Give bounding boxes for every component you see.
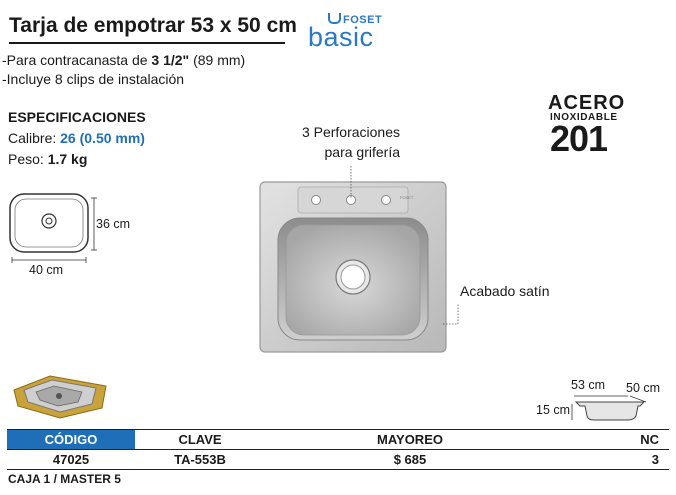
calibre-value: 26 (0.50 mm) [60, 130, 145, 146]
material-acero: ACERO [548, 92, 626, 114]
faucet-hole-center [346, 195, 356, 205]
bullet-clips: -Incluye 8 clips de instalación [2, 71, 185, 87]
title-divider [9, 42, 285, 44]
material-grade: 201 [550, 118, 608, 159]
bullet-suffix: (89 mm) [189, 52, 246, 68]
col-clave-header: CLAVE [135, 429, 265, 450]
cell-codigo: 47025 [7, 449, 135, 470]
peso-value: 1.7 kg [47, 151, 88, 167]
col-codigo-header: CÓDIGO [7, 429, 135, 450]
side-top-label: 53 cm [571, 378, 606, 392]
bullet-bold: 3 1/2" [151, 52, 190, 68]
side-dimension-diagram [571, 395, 647, 421]
side-left-label: 15 cm [536, 403, 571, 417]
callout-acabado: Acabado satín [460, 283, 550, 299]
small-sink-diagram [9, 193, 97, 263]
small-height-label: 36 cm [96, 217, 131, 231]
sink-main-image: FOSET [259, 181, 447, 353]
col-nc-header: NC [555, 429, 669, 450]
spec-calibre: Calibre: 26 (0.50 mm) [8, 130, 145, 146]
side-right-label: 50 cm [626, 381, 661, 395]
spec-peso: Peso: 1.7 kg [8, 151, 87, 167]
table-row: 47025 TA-553B $ 685 3 [7, 449, 669, 470]
bullet-prefix: -Para contracanasta de [2, 52, 152, 68]
small-width-label: 40 cm [29, 263, 64, 277]
faucet-hole-left [311, 195, 321, 205]
sink-brand-mark: FOSET [400, 195, 414, 200]
material-inoxidable: INOXIDABLE [550, 112, 618, 123]
callout-perforaciones-line2: para grifería [324, 144, 400, 160]
product-table: CÓDIGO CLAVE MAYOREO NC 47025 TA-553B $ … [7, 429, 669, 470]
page-title: Tarja de empotrar 53 x 50 cm [9, 14, 297, 37]
cell-clave: TA-553B [135, 449, 265, 470]
table-header-row: CÓDIGO CLAVE MAYOREO NC [7, 429, 669, 450]
calibre-label: Calibre: [8, 130, 61, 146]
cell-nc: 3 [555, 449, 669, 470]
drain-icon [340, 264, 366, 290]
callout-perforaciones-line1: 3 Perforaciones [301, 124, 400, 140]
peso-label: Peso: [8, 151, 48, 167]
brand-logo-foset: FOSET [328, 13, 382, 26]
boxed-sink-photo [13, 375, 107, 419]
col-mayoreo-header: MAYOREO [265, 429, 555, 450]
brand-logo-basic: basic [308, 22, 374, 52]
small-sink-inner [14, 198, 84, 248]
cell-mayoreo: $ 685 [265, 449, 555, 470]
side-sink-profile [574, 401, 646, 421]
brand-foset-text: FOSET [343, 14, 383, 26]
small-drain-icon [41, 213, 57, 229]
small-sink-outline [9, 193, 89, 253]
foset-u-icon [328, 13, 341, 24]
bullet-contracanasta: -Para contracanasta de 3 1/2" (89 mm) [2, 52, 245, 68]
specs-heading: ESPECIFICACIONES [8, 109, 146, 125]
caja-master-note: CAJA 1 / MASTER 5 [8, 472, 121, 486]
faucet-hole-right [381, 195, 391, 205]
